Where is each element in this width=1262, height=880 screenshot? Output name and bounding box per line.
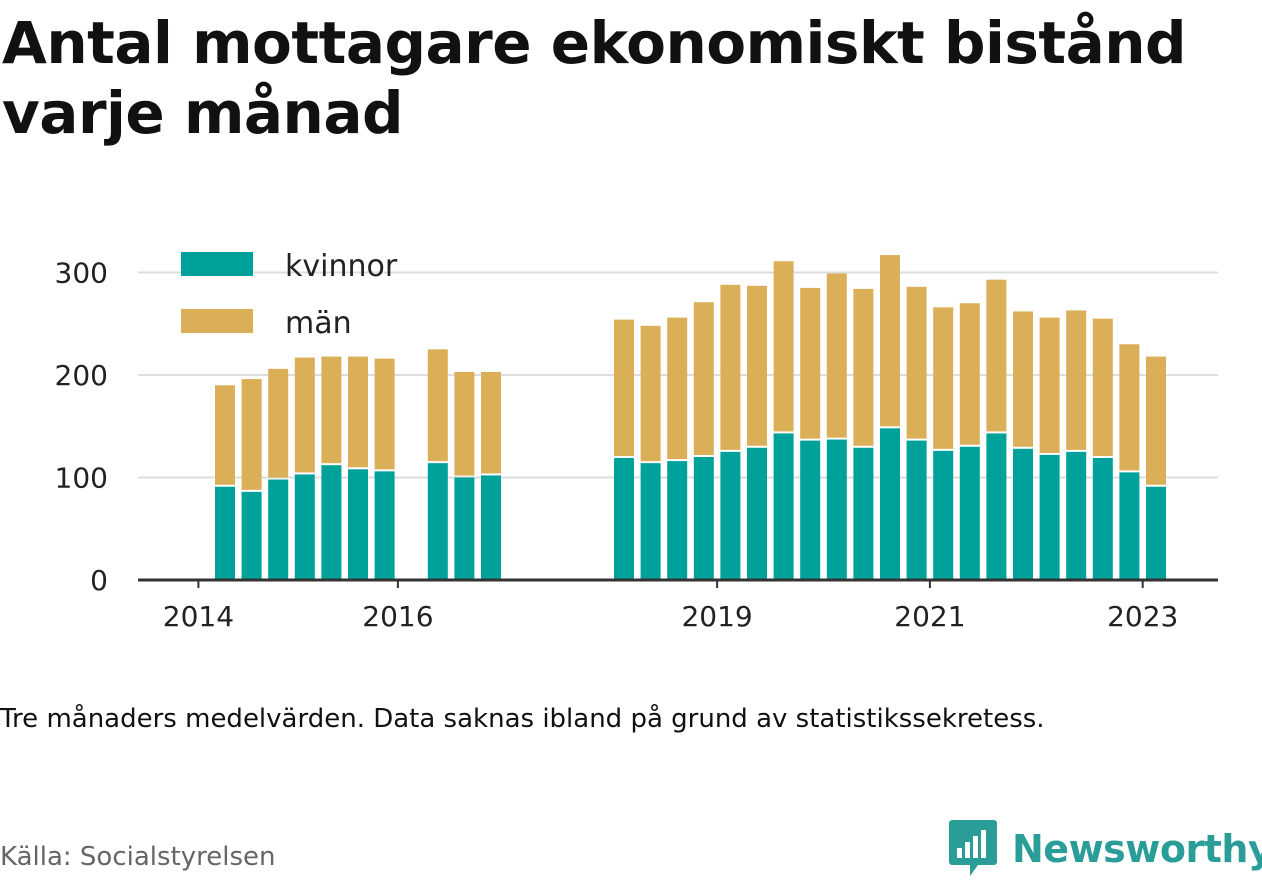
bar-segment-kvinnor [241, 491, 262, 580]
bar-segment-m-n [427, 349, 448, 462]
bar-segment-kvinnor [959, 446, 980, 580]
bar-segment-m-n [959, 303, 980, 445]
bar-segment-m-n [1039, 317, 1060, 453]
legend-label: kvinnor [285, 249, 398, 284]
y-tick-label: 0 [90, 564, 108, 597]
bar-segment-m-n [853, 288, 874, 446]
bar-segment-m-n [321, 356, 342, 464]
source-text: Källa: Socialstyrelsen [0, 842, 276, 872]
x-tick-label: 2019 [681, 600, 752, 633]
bar-segment-kvinnor [294, 474, 315, 580]
bar-segment-m-n [986, 279, 1007, 432]
bar-segment-m-n [481, 371, 501, 474]
bar-segment-kvinnor [747, 447, 767, 580]
bar-segment-m-n [268, 368, 289, 478]
bar-segment-m-n [933, 307, 954, 449]
bar-segment-kvinnor [374, 471, 395, 580]
bar-segment-kvinnor [826, 439, 847, 580]
x-tick-label: 2014 [163, 600, 234, 633]
bars [215, 255, 1166, 580]
bar-segment-kvinnor [614, 458, 634, 580]
y-axis-ticks: 0 100 200 300 [55, 257, 108, 598]
bar-segment-m-n [454, 371, 475, 476]
bar-segment-kvinnor [348, 469, 368, 580]
chart-title: Antal mottagare ekonomiskt bistånd varje… [2, 9, 1187, 147]
bar-segment-m-n [1119, 344, 1140, 471]
x-tick-label: 2023 [1107, 600, 1178, 633]
bar-segment-kvinnor [454, 477, 475, 580]
bar-segment-m-n [241, 379, 262, 490]
bar-segment-m-n [693, 302, 714, 455]
bar-segment-m-n [348, 356, 368, 468]
bar-segment-m-n [667, 317, 688, 460]
newsworthy-logo-icon [949, 820, 997, 876]
bar-segment-kvinnor [667, 461, 688, 580]
bar-segment-m-n [1066, 310, 1087, 450]
bar-segment-m-n [826, 273, 847, 438]
bar-segment-kvinnor [1146, 486, 1166, 580]
bar-segment-m-n [720, 284, 741, 450]
bar-segment-m-n [880, 255, 900, 427]
bar-segment-m-n [1013, 311, 1033, 447]
bar-segment-m-n [800, 287, 821, 439]
bar-segment-kvinnor [906, 440, 927, 580]
bar-segment-kvinnor [1119, 472, 1140, 580]
x-axis: 2014 2016 2019 2021 2023 [138, 578, 1218, 633]
bar-segment-kvinnor [800, 440, 821, 580]
bar-segment-m-n [1146, 356, 1166, 485]
legend-swatch [181, 309, 253, 333]
legend-swatch [181, 252, 253, 276]
x-tick-label: 2016 [362, 600, 433, 633]
y-tick-label: 200 [55, 359, 108, 392]
y-tick-label: 300 [55, 257, 108, 290]
bar-segment-kvinnor [773, 433, 794, 580]
legend-label: män [285, 306, 352, 341]
brand-name: Newsworthy [1012, 827, 1262, 871]
bar-segment-kvinnor [1013, 448, 1033, 580]
bar-segment-kvinnor [481, 475, 501, 580]
bar-segment-kvinnor [268, 479, 289, 580]
bar-segment-m-n [773, 261, 794, 432]
bar-segment-kvinnor [933, 450, 954, 580]
stacked-bar-chart: 0 100 200 300 2014 2016 2019 2021 2023 kvinnor m… [55, 249, 1218, 633]
bar-segment-kvinnor [1092, 458, 1113, 580]
legend: kvinnor män [181, 249, 398, 341]
bar-segment-kvinnor [215, 486, 235, 580]
y-tick-label: 100 [55, 462, 108, 495]
bar-segment-kvinnor [720, 451, 741, 580]
bar-segment-m-n [614, 319, 634, 457]
bar-segment-kvinnor [321, 465, 342, 580]
bar-segment-m-n [747, 285, 767, 446]
bar-segment-kvinnor [1039, 454, 1060, 580]
bar-segment-kvinnor [640, 463, 661, 580]
bar-segment-kvinnor [880, 428, 900, 580]
bar-segment-kvinnor [986, 433, 1007, 580]
bar-segment-m-n [906, 286, 927, 439]
bar-segment-m-n [215, 385, 235, 485]
x-tick-label: 2021 [894, 600, 965, 633]
newsworthy-logo[interactable]: Newsworthy [948, 818, 1262, 880]
bar-segment-m-n [640, 325, 661, 462]
bar-segment-m-n [294, 357, 315, 473]
bar-segment-m-n [1092, 318, 1113, 457]
bar-segment-kvinnor [693, 457, 714, 580]
bar-segment-kvinnor [427, 463, 448, 580]
bar-segment-kvinnor [1066, 451, 1087, 580]
bar-segment-kvinnor [853, 447, 874, 580]
bar-segment-m-n [374, 358, 395, 470]
chart-note: Tre månaders medelvärden. Data saknas ib… [0, 704, 1045, 734]
